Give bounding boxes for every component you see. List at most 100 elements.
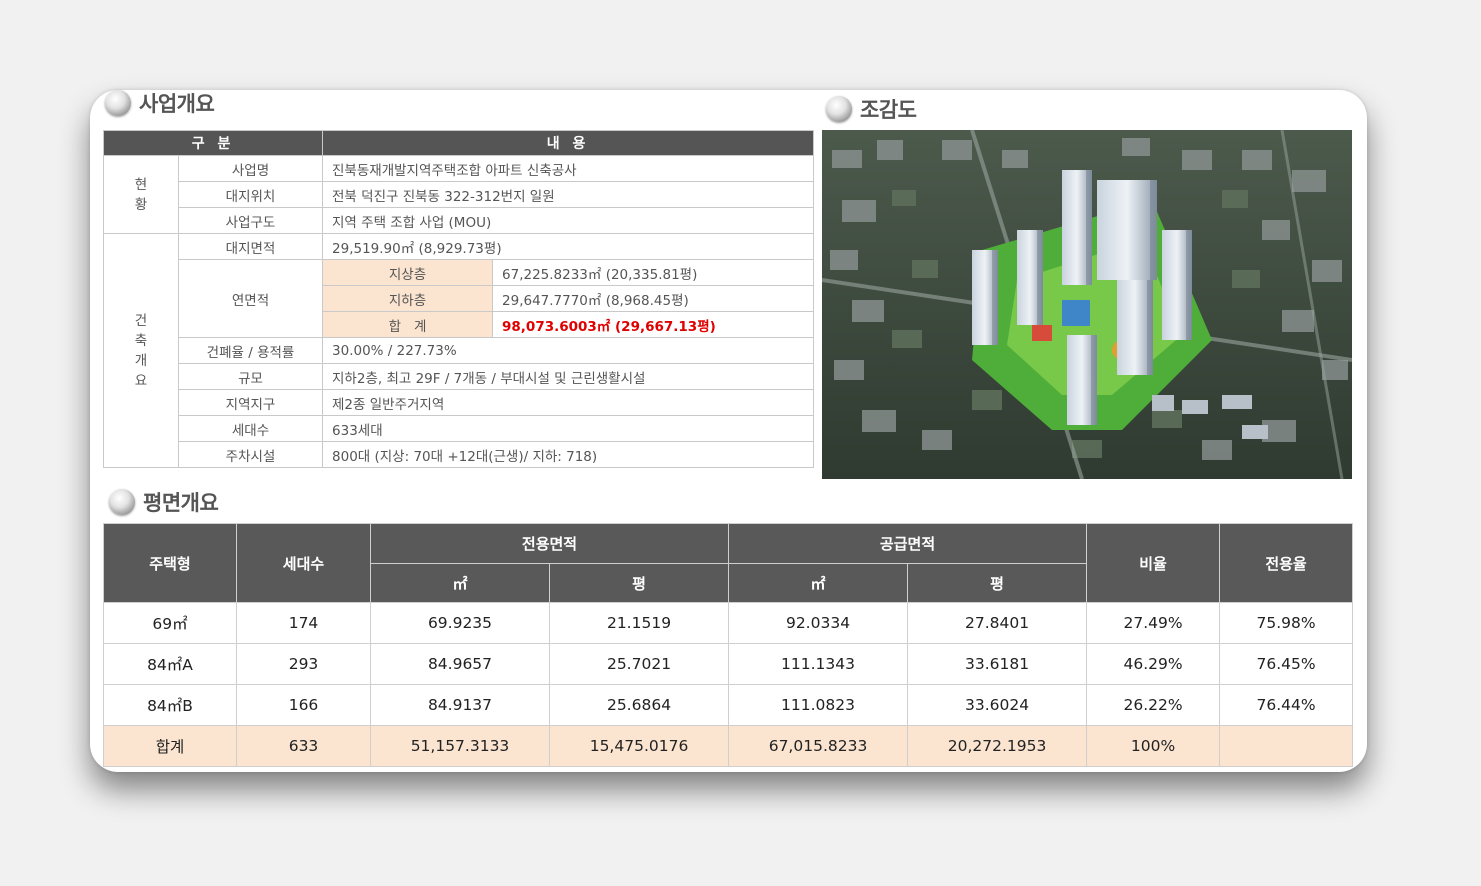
floor-section-title: 평면개요 (109, 487, 219, 517)
table-row: 주차시설 800대 (지상: 70대 +12대(근생)/ 지하: 718) (104, 441, 815, 468)
cell-exclusive-sqm: 51,157.3133 (370, 725, 550, 767)
table-row: 84㎡A 293 84.9657 25.7021 111.1343 33.618… (103, 643, 1354, 685)
row-value: 제2종 일반주거지역 (322, 389, 815, 416)
row-value: 633세대 (322, 415, 815, 442)
cell-type: 합계 (103, 725, 237, 767)
col-header-supply: 공급면적 (728, 523, 1088, 564)
row-value: 진북동재개발지역주택조합 아파트 신축공사 (322, 155, 815, 182)
row-value: 지역 주택 조합 사업 (MOU) (322, 207, 815, 234)
cell-units: 293 (236, 643, 371, 685)
overview-table: 구 분 내 용 현 황 사업명 진북동재개발지역주택조합 아파트 신축공사 대지… (102, 130, 815, 468)
cell-units: 166 (236, 684, 371, 726)
col-header-supply-pyeong: 평 (907, 563, 1088, 603)
row-label: 대지위치 (177, 181, 324, 208)
col-header-exclusive-sqm: ㎡ (370, 563, 550, 603)
aerial-title-text: 조감도 (860, 98, 917, 122)
table-row: 사업구도 지역 주택 조합 사업 (MOU) (104, 207, 815, 234)
cell-exclusive-sqm: 84.9657 (370, 643, 550, 685)
section-bullet-icon (826, 96, 852, 122)
cell-supply-pyeong: 20,272.1953 (907, 725, 1088, 767)
cell-exclusive-sqm: 69.9235 (370, 602, 550, 644)
section-bullet-icon (105, 90, 131, 116)
col-header-units: 세대수 (236, 523, 371, 603)
overview-title-text: 사업개요 (139, 92, 215, 116)
cell-supply-sqm: 111.1343 (728, 643, 909, 685)
col-header-exclusive: 전용면적 (369, 523, 730, 564)
floor-subheader-row: ㎡ 평 ㎡ 평 (104, 563, 1353, 603)
cell-supply-sqm: 111.0823 (728, 684, 909, 726)
row-label: 연면적 (177, 259, 324, 338)
group-building: 건 축 개 요 (103, 233, 179, 468)
cell-ratio: 27.49% (1086, 602, 1221, 644)
sub-label: 지상층 (322, 259, 494, 286)
col-header-type: 주택형 (103, 523, 237, 603)
cell-ratio: 100% (1086, 725, 1221, 767)
row-value-highlight: 98,073.6003㎡ (29,667.13평) (492, 311, 815, 338)
cell-type: 84㎡B (103, 684, 237, 726)
aerial-view-image (822, 130, 1352, 479)
cell-exclusive-rate: 75.98% (1219, 602, 1354, 644)
row-label: 지역지구 (177, 389, 324, 416)
cell-exclusive-sqm: 84.9137 (370, 684, 550, 726)
cell-exclusive-rate: 76.44% (1219, 684, 1354, 726)
aerial-section-title: 조감도 (826, 94, 917, 124)
cell-exclusive-pyeong: 25.6864 (548, 684, 730, 726)
cell-exclusive-rate (1219, 725, 1354, 767)
row-value: 지하2층, 최고 29F / 7개동 / 부대시설 및 근린생활시설 (322, 363, 815, 390)
cell-ratio: 26.22% (1086, 684, 1221, 726)
row-value: 800대 (지상: 70대 +12대(근생)/ 지하: 718) (322, 441, 815, 468)
row-label: 주차시설 (177, 441, 324, 468)
table-row: 건 축 개 요 대지면적 29,519.90㎡ (8,929.73평) (103, 233, 815, 468)
cell-exclusive-pyeong: 25.7021 (548, 643, 730, 685)
row-label: 세대수 (177, 415, 324, 442)
table-row: 지역지구 제2종 일반주거지역 (104, 389, 815, 416)
floor-header-row: 주택형 세대수 전용면적 공급면적 비율 전용율 (103, 523, 1354, 603)
row-value: 전북 덕진구 진북동 322-312번지 일원 (322, 181, 815, 208)
cell-supply-pyeong: 33.6181 (907, 643, 1088, 685)
aerial-illustration (822, 130, 1352, 479)
floor-plan-table: 주택형 세대수 전용면적 공급면적 비율 전용율 ㎡ 평 ㎡ 평 69㎡ 174… (103, 523, 1354, 767)
row-label: 대지면적 (177, 233, 324, 260)
col-header-exclusive-pyeong: 평 (548, 563, 730, 603)
overview-header-row: 구 분 내 용 (102, 130, 815, 156)
cell-type: 84㎡A (103, 643, 237, 685)
row-value: 29,647.7770㎡ (8,968.45평) (492, 285, 815, 312)
cell-units: 174 (236, 602, 371, 644)
table-row: 대지위치 전북 덕진구 진북동 322-312번지 일원 (104, 181, 815, 208)
table-row: 69㎡ 174 69.9235 21.1519 92.0334 27.8401 … (103, 602, 1354, 644)
cell-units: 633 (236, 725, 371, 767)
row-label: 사업구도 (177, 207, 324, 234)
total-row: 합계 633 51,157.3133 15,475.0176 67,015.82… (103, 725, 1354, 767)
table-row: 연면적 지상층 67,225.8233㎡ (20,335.81평) (104, 259, 815, 338)
table-row: 건폐율 / 용적률 30.00% / 227.73% (104, 337, 815, 364)
table-row: 지하층 29,647.7770㎡ (8,968.45평) (104, 285, 815, 312)
overview-head-category: 구 분 (102, 130, 324, 156)
table-row: 84㎡B 166 84.9137 25.6864 111.0823 33.602… (103, 684, 1354, 726)
sub-label: 합 계 (322, 311, 494, 338)
cell-supply-sqm: 67,015.8233 (728, 725, 909, 767)
col-header-exclusive-rate: 전용율 (1219, 523, 1354, 603)
table-row: 현 황 사업명 진북동재개발지역주택조합 아파트 신축공사 (103, 155, 815, 234)
cell-exclusive-rate: 76.45% (1219, 643, 1354, 685)
row-value: 30.00% / 227.73% (322, 337, 815, 364)
col-header-supply-sqm: ㎡ (728, 563, 909, 603)
table-row: 규모 지하2층, 최고 29F / 7개동 / 부대시설 및 근린생활시설 (104, 363, 815, 390)
cell-exclusive-pyeong: 21.1519 (548, 602, 730, 644)
row-value: 67,225.8233㎡ (20,335.81평) (492, 259, 815, 286)
cell-supply-pyeong: 27.8401 (907, 602, 1088, 644)
row-value: 29,519.90㎡ (8,929.73평) (322, 233, 815, 260)
overview-head-content: 내 용 (322, 130, 815, 156)
cell-supply-pyeong: 33.6024 (907, 684, 1088, 726)
col-header-ratio: 비율 (1086, 523, 1221, 603)
cell-exclusive-pyeong: 15,475.0176 (548, 725, 730, 767)
floor-title-text: 평면개요 (143, 491, 219, 515)
cell-type: 69㎡ (103, 602, 237, 644)
cell-ratio: 46.29% (1086, 643, 1221, 685)
section-bullet-icon (109, 489, 135, 515)
row-label: 건폐율 / 용적률 (177, 337, 324, 364)
overview-section-title: 사업개요 (105, 88, 215, 118)
cell-supply-sqm: 92.0334 (728, 602, 909, 644)
table-row: 세대수 633세대 (104, 415, 815, 442)
group-status: 현 황 (103, 155, 179, 234)
sub-label: 지하층 (322, 285, 494, 312)
